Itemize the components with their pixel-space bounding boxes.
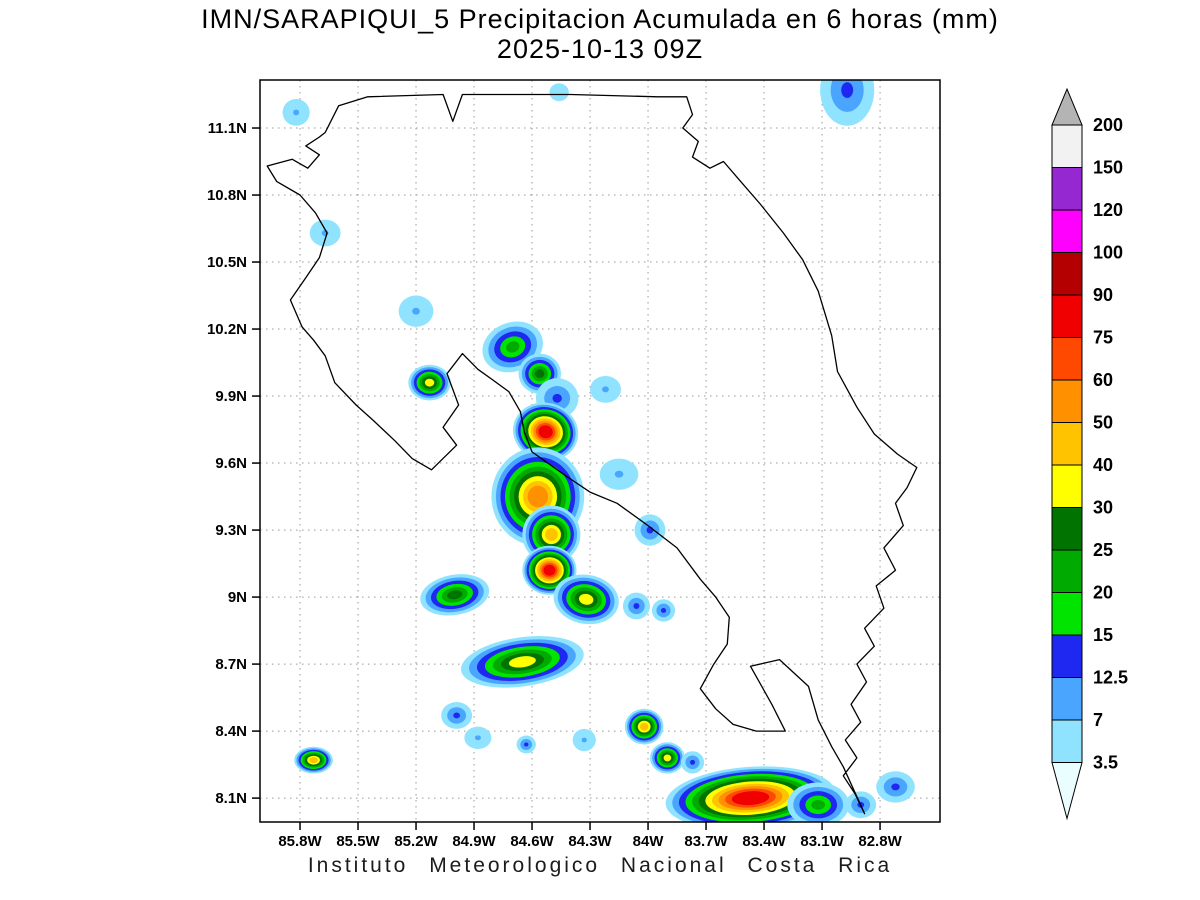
svg-text:60: 60 — [1093, 370, 1113, 390]
svg-text:20: 20 — [1093, 583, 1113, 603]
colorbar: 3.5 7 12.5 15 20 25 30 40 50 60 75 90 100 120 150 200 — [1051, 87, 1128, 821]
svg-text:10.5N: 10.5N — [207, 254, 247, 271]
svg-text:90: 90 — [1093, 285, 1113, 305]
svg-text:8.4N: 8.4N — [215, 723, 247, 740]
grid-lines — [260, 80, 940, 822]
svg-text:8.1N: 8.1N — [215, 790, 247, 807]
svg-text:85.5W: 85.5W — [336, 833, 380, 850]
svg-text:15: 15 — [1093, 625, 1113, 645]
costa-rica-coastline — [266, 93, 918, 815]
page-subtitle: 2025-10-13 09Z — [496, 34, 704, 64]
svg-text:83.1W: 83.1W — [800, 833, 844, 850]
svg-text:84.9W: 84.9W — [452, 833, 496, 850]
svg-text:150: 150 — [1093, 158, 1123, 178]
svg-text:8.7N: 8.7N — [215, 656, 247, 673]
svg-text:11.1N: 11.1N — [208, 120, 247, 137]
svg-text:200: 200 — [1093, 115, 1123, 135]
svg-text:100: 100 — [1093, 243, 1123, 263]
svg-text:9.3N: 9.3N — [215, 522, 247, 539]
svg-text:85.2W: 85.2W — [394, 833, 438, 850]
svg-text:75: 75 — [1093, 328, 1113, 348]
svg-text:9.6N: 9.6N — [215, 455, 247, 472]
svg-text:40: 40 — [1093, 455, 1113, 475]
svg-text:12.5: 12.5 — [1093, 668, 1128, 688]
svg-text:3.5: 3.5 — [1093, 753, 1118, 773]
svg-text:7: 7 — [1093, 710, 1103, 730]
svg-text:9N: 9N — [228, 589, 247, 606]
svg-text:85.8W: 85.8W — [278, 833, 322, 850]
svg-text:30: 30 — [1093, 498, 1113, 518]
svg-text:25: 25 — [1093, 540, 1113, 560]
svg-text:82.8W: 82.8W — [858, 833, 902, 850]
svg-text:83.7W: 83.7W — [684, 833, 728, 850]
precipitation-cells — [282, 80, 915, 822]
svg-text:10.8N: 10.8N — [207, 187, 247, 204]
footer-credit: Instituto Meteorologico Nacional Costa R… — [307, 854, 893, 877]
svg-text:84W: 84W — [633, 833, 665, 850]
svg-text:84.3W: 84.3W — [568, 833, 612, 850]
svg-text:9.9N: 9.9N — [215, 388, 247, 405]
svg-text:120: 120 — [1093, 200, 1123, 220]
page-title: IMN/SARAPIQUI_5 Precipitacion Acumulada … — [201, 4, 999, 34]
svg-text:83.4W: 83.4W — [742, 833, 786, 850]
svg-text:10.2N: 10.2N — [207, 321, 247, 338]
axis-ticks-and-labels: 85.8W 85.5W 85.2W 84.9W 84.6W 84.3W 84W 83.7W 83… — [207, 120, 903, 850]
svg-text:84.6W: 84.6W — [510, 833, 554, 850]
svg-text:50: 50 — [1093, 413, 1113, 433]
plot-frame — [259, 79, 941, 823]
